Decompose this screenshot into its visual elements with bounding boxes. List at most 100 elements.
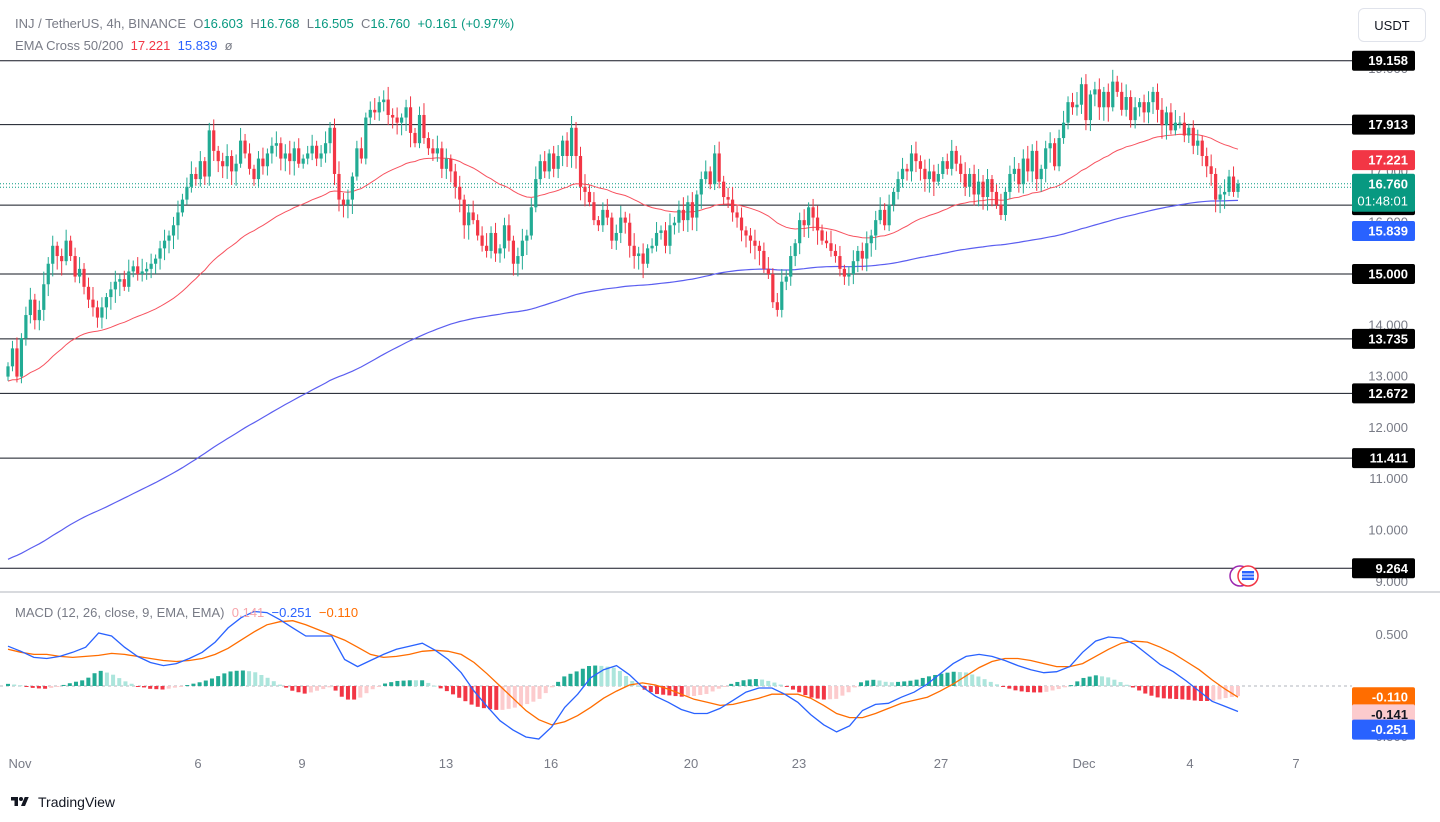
macd-hist-bar: [722, 686, 727, 687]
candle-body: [382, 99, 386, 103]
candle-body: [874, 220, 878, 236]
candle-body: [6, 366, 10, 377]
macd-hist-bar: [6, 683, 10, 686]
time-tick-label: 13: [439, 756, 453, 771]
candle-body: [484, 245, 489, 251]
macd-hist-bar: [191, 683, 196, 686]
candle-body: [1026, 158, 1030, 172]
time-tick-label: 20: [684, 756, 698, 771]
candle-body: [377, 102, 381, 113]
macd-hist-bar: [1130, 686, 1135, 688]
candle-body: [1155, 91, 1160, 110]
candle-body: [185, 186, 189, 200]
candle-body: [994, 191, 999, 205]
candle-body: [136, 266, 140, 274]
candle-body: [1187, 127, 1191, 136]
candle-body: [1111, 81, 1115, 108]
macd-hist-bar: [18, 685, 23, 687]
candle-body: [328, 127, 332, 144]
macd-hist-bar: [413, 680, 418, 686]
macd-hist-bar: [265, 677, 270, 686]
candle-body: [180, 199, 185, 213]
candle-body: [1061, 122, 1066, 139]
candle-body: [122, 279, 126, 287]
macd-badge-label: -0.251: [1371, 722, 1408, 737]
candle-body: [104, 297, 108, 308]
candle-body: [64, 240, 68, 262]
symbol-label[interactable]: INJ / TetherUS, 4h, BINANCE: [15, 16, 186, 31]
candle-body: [516, 256, 520, 264]
candle-body: [972, 173, 976, 195]
macd-hist-bar: [457, 686, 462, 698]
price-axis-ticks: 9.00010.00011.00012.00013.00014.00015.00…: [1368, 61, 1408, 589]
macd-hist-bar: [624, 676, 629, 686]
candle-body: [270, 145, 274, 154]
macd-hist-bar: [1198, 686, 1203, 701]
candle-body: [243, 140, 247, 154]
candle-body: [346, 199, 350, 205]
candle-body: [775, 302, 779, 310]
candle-body: [422, 114, 426, 139]
candle-body: [954, 150, 958, 164]
macd-hist-bar: [1013, 686, 1018, 691]
macd-hist-bar: [562, 676, 567, 686]
candle-body: [24, 315, 28, 339]
level-badge-label: 19.158: [1368, 53, 1408, 68]
macd-hist-bar: [902, 681, 907, 686]
macd-hist-bar: [580, 668, 585, 686]
hist-badge-label: -0.141: [1371, 707, 1408, 722]
candle-body: [476, 220, 480, 236]
candle-body: [1146, 102, 1151, 113]
candle-body: [601, 209, 605, 226]
ema-label[interactable]: EMA Cross 50/200: [15, 38, 124, 53]
candle-body: [556, 156, 560, 169]
candle-body: [959, 163, 963, 174]
macd-hist-bar: [352, 686, 357, 700]
macd-hist-bar: [636, 685, 641, 687]
horizontal-levels: [0, 60, 1352, 569]
candle-body: [1102, 91, 1106, 108]
candle-body: [856, 250, 860, 262]
candle-body: [587, 191, 592, 203]
macd-hist-bar: [253, 672, 258, 686]
ohlc-legend: INJ / TetherUS, 4h, BINANCE O16.603 H16.…: [15, 16, 515, 31]
candle-body: [100, 307, 104, 318]
macd-hist-bar: [481, 686, 486, 709]
candle-body: [323, 143, 328, 154]
macd-hist-bar: [556, 681, 561, 686]
candle-body: [932, 171, 936, 182]
macd-hist-bar: [766, 680, 771, 686]
candle-body: [1142, 102, 1146, 113]
macd-hist-bar: [222, 673, 227, 686]
macd-hist-bar: [933, 674, 938, 686]
time-tick-label: Dec: [1072, 756, 1096, 771]
macd-hist-bar: [1180, 686, 1185, 700]
macd-hist-bar: [846, 686, 851, 693]
macd-hist-bar: [1100, 676, 1105, 686]
macd-hist-bar: [871, 679, 876, 686]
macd-hist-bar: [1118, 682, 1123, 686]
candle-body: [37, 309, 41, 321]
candle-body: [1218, 194, 1222, 200]
macd-hist-bar: [271, 681, 276, 686]
candle-body: [86, 286, 91, 300]
macd-hist-bar: [160, 686, 165, 690]
macd-hist-bar: [111, 674, 116, 686]
macd-label[interactable]: MACD (12, 26, close, 9, EMA, EMA): [15, 605, 225, 620]
currency-button[interactable]: USDT: [1358, 8, 1426, 42]
macd-hist-bar: [587, 666, 592, 686]
macd-hist-bar: [716, 686, 721, 689]
macd-hist-bar: [648, 686, 653, 693]
macd-hist-bar: [611, 667, 616, 686]
candle-body: [458, 186, 462, 200]
macd-hist-bar: [630, 681, 635, 686]
events-icon[interactable]: [1229, 565, 1259, 587]
candle-body: [1021, 158, 1025, 185]
macd-hist-bar: [834, 686, 839, 699]
candle-body: [632, 245, 636, 257]
candle-body: [467, 212, 471, 226]
candle-body: [1079, 84, 1084, 105]
candle-body: [1035, 150, 1039, 180]
tradingview-logo[interactable]: TradingView: [8, 794, 115, 810]
